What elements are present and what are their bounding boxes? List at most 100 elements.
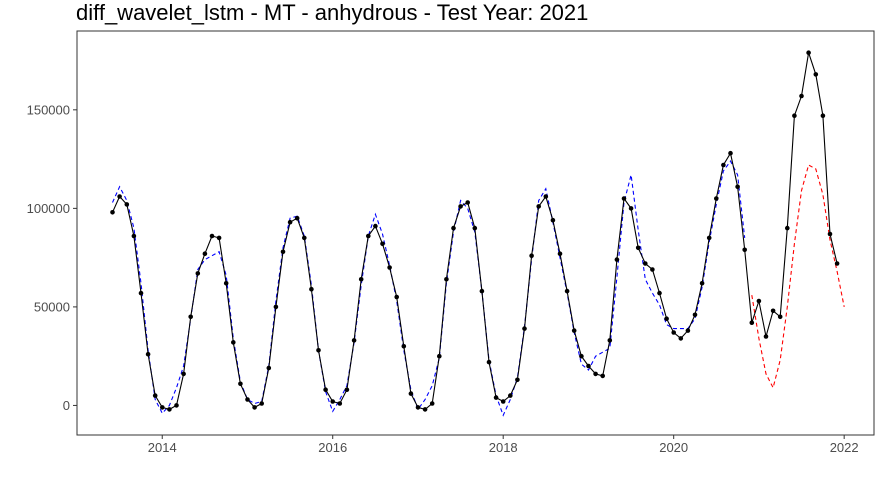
actual-point <box>401 344 407 349</box>
actual-point <box>557 251 563 256</box>
x-tick-label: 2014 <box>148 440 177 455</box>
actual-point <box>437 353 442 359</box>
x-tick-label: 2018 <box>489 440 518 455</box>
actual-point <box>160 405 165 410</box>
actual-point <box>664 316 669 322</box>
actual-point <box>522 326 527 331</box>
actual-point <box>643 261 648 266</box>
actual-point <box>785 225 790 231</box>
actual-point <box>593 371 598 377</box>
actual-point <box>472 225 478 231</box>
actual-point <box>259 401 265 406</box>
actual-point <box>799 93 804 99</box>
actual-point <box>209 233 215 239</box>
actual-point <box>500 399 506 404</box>
actual-point <box>238 381 243 387</box>
actual-point <box>351 338 357 343</box>
actual-point <box>344 387 350 393</box>
actual-point <box>543 194 549 199</box>
actual-point <box>302 235 307 241</box>
x-tick-label: 2020 <box>659 440 688 455</box>
actual-point <box>756 298 762 304</box>
actual-point <box>323 387 328 393</box>
actual-point <box>451 225 456 231</box>
actual-point <box>657 290 662 296</box>
chart-title: diff_wavelet_lstm - MT - anhydrous - Tes… <box>76 0 589 25</box>
y-tick-label: 100000 <box>27 201 70 216</box>
actual-point <box>330 399 336 404</box>
actual-point <box>216 235 222 241</box>
actual-point <box>479 288 485 294</box>
actual-point <box>486 359 492 365</box>
actual-point <box>124 202 130 207</box>
actual-point <box>813 72 819 77</box>
actual-point <box>600 373 605 379</box>
x-tick-label: 2022 <box>830 440 859 455</box>
actual-point <box>827 231 833 237</box>
actual-point <box>728 150 733 156</box>
actual-point <box>408 391 414 396</box>
actual-point <box>188 314 193 320</box>
actual-point <box>834 261 840 266</box>
actual-point <box>387 265 392 270</box>
actual-point <box>245 397 250 402</box>
actual-point <box>465 200 471 205</box>
actual-point <box>167 407 172 412</box>
x-tick-label: 2016 <box>318 440 347 455</box>
actual-point <box>287 219 293 225</box>
actual-point <box>429 401 435 406</box>
actual-point <box>579 353 584 359</box>
actual-point <box>493 395 499 400</box>
actual-point <box>366 233 371 239</box>
actual-point <box>373 223 378 229</box>
actual-point <box>337 401 343 406</box>
actual-point <box>358 277 364 282</box>
actual-point <box>586 363 591 369</box>
actual-point <box>678 336 684 341</box>
actual-point <box>252 405 257 410</box>
actual-point <box>280 249 286 254</box>
actual-point <box>152 393 158 398</box>
actual-point <box>181 371 186 377</box>
actual-point <box>444 277 449 282</box>
actual-point <box>820 113 826 118</box>
actual-point <box>614 257 620 262</box>
actual-point <box>777 314 783 320</box>
actual-point <box>458 204 463 209</box>
actual-point <box>145 351 151 357</box>
actual-point <box>635 245 641 251</box>
actual-point <box>515 377 520 383</box>
actual-point <box>138 290 144 296</box>
actual-point <box>749 320 755 326</box>
actual-point <box>721 162 726 168</box>
actual-point <box>806 50 811 55</box>
actual-point <box>735 184 740 189</box>
actual-point <box>571 328 577 333</box>
actual-point <box>550 217 556 223</box>
actual-point <box>110 210 115 215</box>
actual-point <box>742 247 747 253</box>
actual-point <box>770 308 776 314</box>
actual-point <box>316 348 321 353</box>
actual-point <box>792 113 797 118</box>
actual-point <box>266 365 272 371</box>
actual-point <box>380 241 385 247</box>
y-tick-label: 0 <box>63 398 70 413</box>
actual-point <box>671 330 676 335</box>
actual-point <box>174 403 179 408</box>
actual-point <box>536 204 541 209</box>
actual-point <box>692 312 698 318</box>
actual-point <box>294 215 300 221</box>
actual-point <box>273 304 279 310</box>
y-tick-label: 150000 <box>27 102 70 117</box>
actual-point <box>394 294 400 300</box>
actual-point <box>564 288 570 294</box>
y-tick-label: 50000 <box>34 299 70 314</box>
actual-point <box>415 405 421 410</box>
actual-point <box>714 196 719 201</box>
actual-point <box>309 286 314 292</box>
actual-point <box>706 235 712 241</box>
actual-point <box>607 338 613 343</box>
